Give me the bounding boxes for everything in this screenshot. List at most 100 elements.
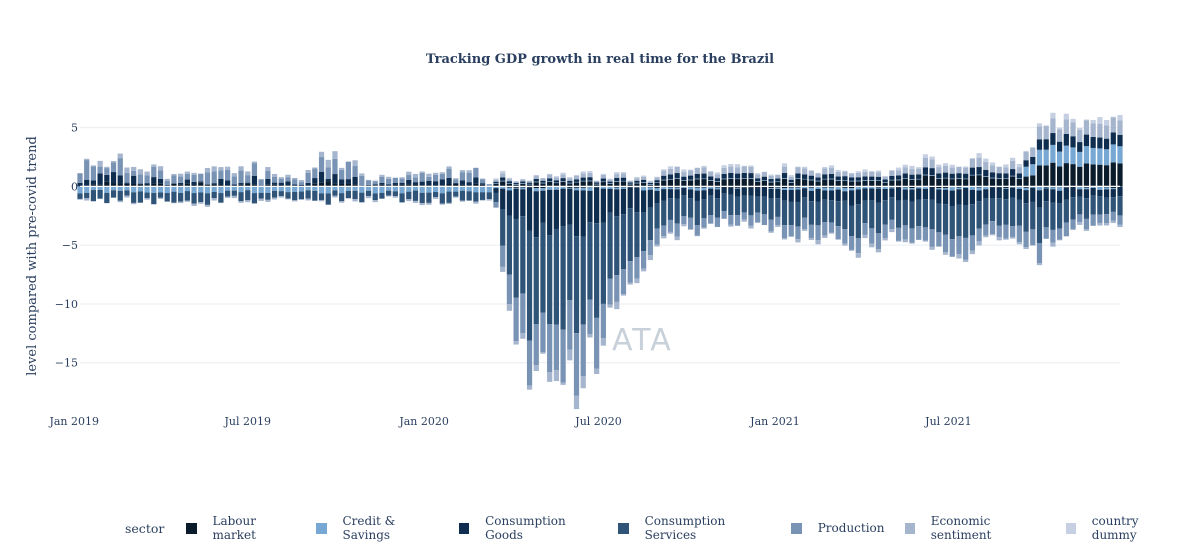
- bar-segment: [1043, 149, 1049, 166]
- bar-segment: [963, 237, 969, 260]
- bar-segment: [755, 222, 761, 223]
- bar-segment: [292, 177, 298, 180]
- legend-item-credit-savings[interactable]: Credit & Savings: [316, 514, 439, 542]
- bar-segment: [553, 324, 559, 371]
- bar-segment: [144, 186, 150, 193]
- bar-segment: [231, 195, 237, 199]
- legend-item-consumption-goods[interactable]: Consumption Goods: [458, 514, 599, 542]
- bar-segment: [439, 173, 445, 180]
- bar-segment: [245, 200, 251, 203]
- bar-segment: [728, 187, 734, 195]
- bar-segment: [1057, 203, 1063, 229]
- bar-segment: [996, 173, 1002, 179]
- bar-segment: [426, 173, 432, 177]
- bar-segment: [1070, 197, 1076, 220]
- bar-segment: [781, 200, 788, 226]
- bar-segment: [365, 196, 372, 199]
- bar-segment: [1090, 186, 1096, 189]
- bar-segment: [339, 201, 345, 203]
- bar-segment: [600, 173, 606, 175]
- bar-segment: [895, 227, 902, 241]
- bar-segment: [922, 175, 929, 187]
- bar-segment: [802, 168, 808, 175]
- bar-segment: [1050, 144, 1056, 163]
- bar-segment: [1110, 186, 1116, 189]
- legend-label: country dummy: [1091, 514, 1139, 542]
- bar-segment: [627, 187, 633, 209]
- bar-segment: [1003, 173, 1009, 179]
- bar-segment: [849, 188, 855, 191]
- bar-segment: [922, 227, 929, 241]
- bar-segment: [298, 182, 305, 185]
- bar-segment: [157, 186, 164, 193]
- bar-segment: [553, 177, 559, 181]
- bar-segment: [406, 179, 412, 185]
- bar-segment: [1077, 189, 1083, 197]
- bar-segment: [963, 259, 969, 262]
- bar-segment: [627, 182, 633, 184]
- bar-segment: [989, 162, 996, 166]
- bar-segment: [956, 166, 962, 174]
- bar-segment: [620, 180, 627, 182]
- bar-segment: [647, 181, 653, 183]
- bar-segment: [936, 188, 942, 190]
- bar-segment: [701, 187, 707, 191]
- bar-segment: [842, 200, 848, 230]
- bar-segment: [225, 190, 231, 197]
- bar-segment: [513, 183, 519, 185]
- bar-segment: [949, 167, 955, 174]
- bar-segment: [929, 186, 935, 200]
- bar-segment: [781, 178, 788, 179]
- bar-segment: [788, 225, 794, 237]
- bar-segment: [292, 184, 298, 187]
- bar-segment: [466, 182, 472, 186]
- bar-segment: [902, 225, 908, 240]
- legend-item-country-dummy[interactable]: country dummy: [1065, 514, 1180, 542]
- bar-segment: [922, 174, 929, 176]
- bar-segment: [567, 180, 573, 183]
- bar-segment: [889, 219, 895, 230]
- bar-segment: [251, 184, 258, 187]
- bar-segment: [567, 349, 573, 361]
- bar-segment: [365, 186, 372, 191]
- bar-segment: [661, 175, 667, 180]
- bar-segment: [204, 172, 211, 185]
- bar-segment: [305, 186, 311, 191]
- bar-segment: [271, 184, 278, 187]
- bar-segment: [620, 173, 627, 178]
- bar-segment: [667, 174, 674, 180]
- bar-segment: [976, 157, 982, 168]
- bar-segment: [708, 186, 714, 189]
- bar-segment: [157, 170, 164, 179]
- bar-segment: [1110, 211, 1116, 221]
- bar-segment: [661, 200, 667, 226]
- bar-segment: [808, 187, 814, 191]
- bar-segment: [453, 183, 459, 187]
- bar-segment: [808, 238, 814, 240]
- bar-segment: [687, 217, 694, 230]
- legend-item-economic-sentiment[interactable]: Economic sentiment: [904, 514, 1046, 542]
- bar-segment: [332, 151, 338, 159]
- bar-segment: [775, 187, 781, 189]
- bar-segment: [1090, 188, 1096, 196]
- bar-segment: [97, 186, 103, 191]
- bar-segment: [929, 175, 935, 176]
- bar-segment: [869, 228, 875, 244]
- bar-segment: [802, 217, 808, 230]
- bar-segment: [1103, 223, 1110, 226]
- bar-segment: [1043, 227, 1049, 239]
- legend-item-production[interactable]: Production: [790, 521, 885, 535]
- bar-segment: [1010, 236, 1016, 239]
- bar-segment: [1057, 127, 1063, 130]
- bar-segment: [547, 181, 553, 187]
- bar-segment: [721, 193, 727, 212]
- bar-segment: [265, 199, 271, 202]
- bar-segment: [647, 184, 653, 187]
- bar-segment: [379, 182, 385, 185]
- bar-segment: [714, 186, 721, 188]
- legend-item-consumption-services[interactable]: Consumption Services: [618, 514, 770, 542]
- bar-segment: [849, 249, 855, 251]
- bar-segment: [587, 177, 593, 181]
- legend-item-labour-market[interactable]: Labour market: [186, 514, 296, 542]
- bar-segment: [325, 179, 331, 182]
